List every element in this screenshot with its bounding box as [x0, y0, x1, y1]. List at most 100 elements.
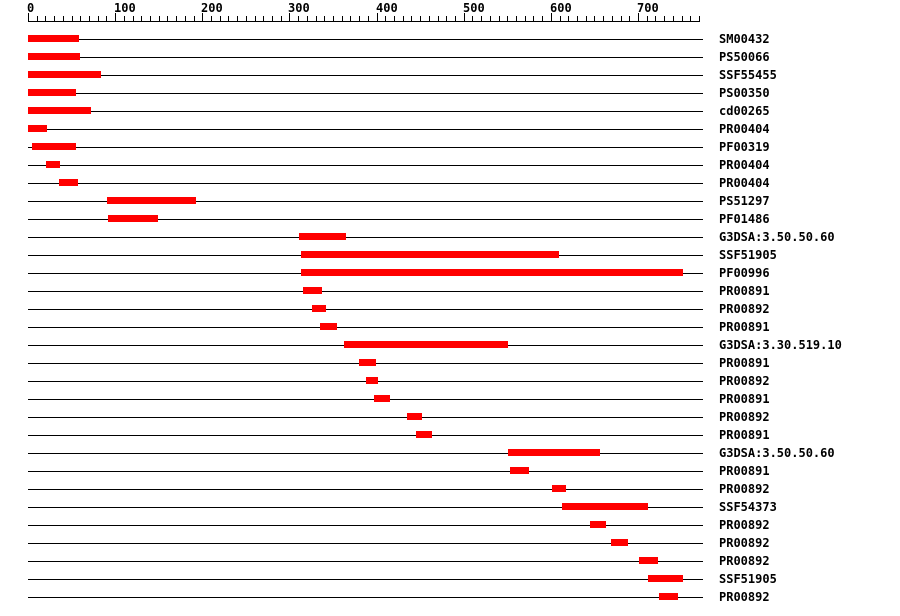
feature-row-line — [28, 129, 703, 130]
ruler-major-tick — [377, 13, 378, 22]
feature-row-label: PR00891 — [719, 284, 770, 298]
ruler-minor-tick — [263, 16, 264, 22]
feature-match-bar — [551, 485, 567, 492]
feature-row-label: SSF51905 — [719, 248, 777, 262]
ruler-minor-tick — [560, 16, 561, 22]
feature-row-label: PS50066 — [719, 50, 770, 64]
ruler-minor-tick — [124, 16, 125, 22]
ruler-minor-tick — [255, 16, 256, 22]
feature-row-line — [28, 435, 703, 436]
ruler-minor-tick — [699, 16, 700, 22]
ruler-minor-tick — [72, 16, 73, 22]
feature-match-bar — [638, 557, 659, 564]
ruler-minor-tick — [185, 16, 186, 22]
feature-match-bar — [28, 71, 102, 78]
ruler-minor-tick — [481, 16, 482, 22]
feature-match-bar — [28, 53, 81, 60]
ruler-minor-tick — [429, 16, 430, 22]
feature-row-label: PF00996 — [719, 266, 770, 280]
ruler-minor-tick — [176, 16, 177, 22]
ruler-minor-tick — [664, 16, 665, 22]
ruler-minor-tick — [446, 16, 447, 22]
feature-row-label: PR00892 — [719, 554, 770, 568]
feature-match-bar — [300, 269, 684, 276]
ruler-minor-tick — [89, 16, 90, 22]
ruler-major-tick — [202, 13, 203, 22]
ruler-minor-tick — [577, 16, 578, 22]
feature-row-line — [28, 201, 703, 202]
feature-row-label: PF00319 — [719, 140, 770, 154]
ruler-minor-tick — [246, 16, 247, 22]
ruler-minor-tick — [359, 16, 360, 22]
ruler-tick-label: 200 — [201, 1, 223, 15]
feature-row-label: SSF51905 — [719, 572, 777, 586]
feature-row-label: SM00432 — [719, 32, 770, 46]
feature-match-bar — [562, 503, 648, 510]
ruler-minor-tick — [690, 16, 691, 22]
feature-row-line — [28, 381, 703, 382]
feature-row-label: PR00892 — [719, 374, 770, 388]
feature-match-bar — [299, 233, 347, 240]
ruler-major-tick — [551, 13, 552, 22]
feature-match-bar — [373, 395, 391, 402]
feature-match-bar — [46, 161, 61, 168]
ruler-minor-tick — [141, 16, 142, 22]
ruler-minor-tick — [490, 16, 491, 22]
ruler-minor-tick — [211, 16, 212, 22]
ruler-minor-tick — [507, 16, 508, 22]
feature-row-label: PR00892 — [719, 482, 770, 496]
feature-match-bar — [28, 89, 76, 96]
ruler-minor-tick — [673, 16, 674, 22]
feature-row-label: G3DSA:3.50.50.60 — [719, 446, 835, 460]
ruler-tick-label: 300 — [288, 1, 310, 15]
feature-match-bar — [28, 107, 91, 114]
feature-row-label: PR00891 — [719, 356, 770, 370]
feature-match-bar — [300, 251, 560, 258]
ruler-minor-tick — [237, 16, 238, 22]
ruler-minor-tick — [281, 16, 282, 22]
ruler-minor-tick — [621, 16, 622, 22]
feature-row-line — [28, 93, 703, 94]
ruler-minor-tick — [342, 16, 343, 22]
feature-row-line — [28, 219, 703, 220]
feature-match-bar — [611, 539, 629, 546]
feature-row-line — [28, 147, 703, 148]
ruler-minor-tick — [411, 16, 412, 22]
feature-row-label: G3DSA:3.30.519.10 — [719, 338, 842, 352]
feature-row-label: PR00404 — [719, 122, 770, 136]
feature-row-line — [28, 39, 703, 40]
ruler-minor-tick — [533, 16, 534, 22]
feature-row-label: PR00404 — [719, 176, 770, 190]
feature-row-line — [28, 291, 703, 292]
ruler-minor-tick — [568, 16, 569, 22]
feature-row-label: PR00891 — [719, 428, 770, 442]
ruler-minor-tick — [525, 16, 526, 22]
feature-row-label: SSF55455 — [719, 68, 777, 82]
ruler-minor-tick — [220, 16, 221, 22]
feature-row-line — [28, 597, 703, 598]
ruler-minor-tick — [438, 16, 439, 22]
feature-match-bar — [312, 305, 326, 312]
ruler-major-tick — [638, 13, 639, 22]
feature-match-bar — [107, 197, 197, 204]
feature-row-label: PF01486 — [719, 212, 770, 226]
feature-match-bar — [359, 359, 376, 366]
feature-row-label: PR00404 — [719, 158, 770, 172]
feature-row-line — [28, 75, 703, 76]
feature-match-bar — [28, 125, 48, 132]
ruler-minor-tick — [316, 16, 317, 22]
ruler-minor-tick — [594, 16, 595, 22]
feature-match-bar — [658, 593, 679, 600]
feature-row-label: PR00892 — [719, 518, 770, 532]
ruler-major-tick — [28, 13, 29, 22]
feature-row-label: cd00265 — [719, 104, 770, 118]
feature-row-line — [28, 543, 703, 544]
ruler-tick-label: 0 — [27, 1, 35, 15]
feature-row-line — [28, 309, 703, 310]
feature-row-line — [28, 399, 703, 400]
feature-row-line — [28, 57, 703, 58]
ruler-tick-label: 400 — [376, 1, 398, 15]
ruler-minor-tick — [106, 16, 107, 22]
ruler-minor-tick — [194, 16, 195, 22]
ruler-minor-tick — [394, 16, 395, 22]
